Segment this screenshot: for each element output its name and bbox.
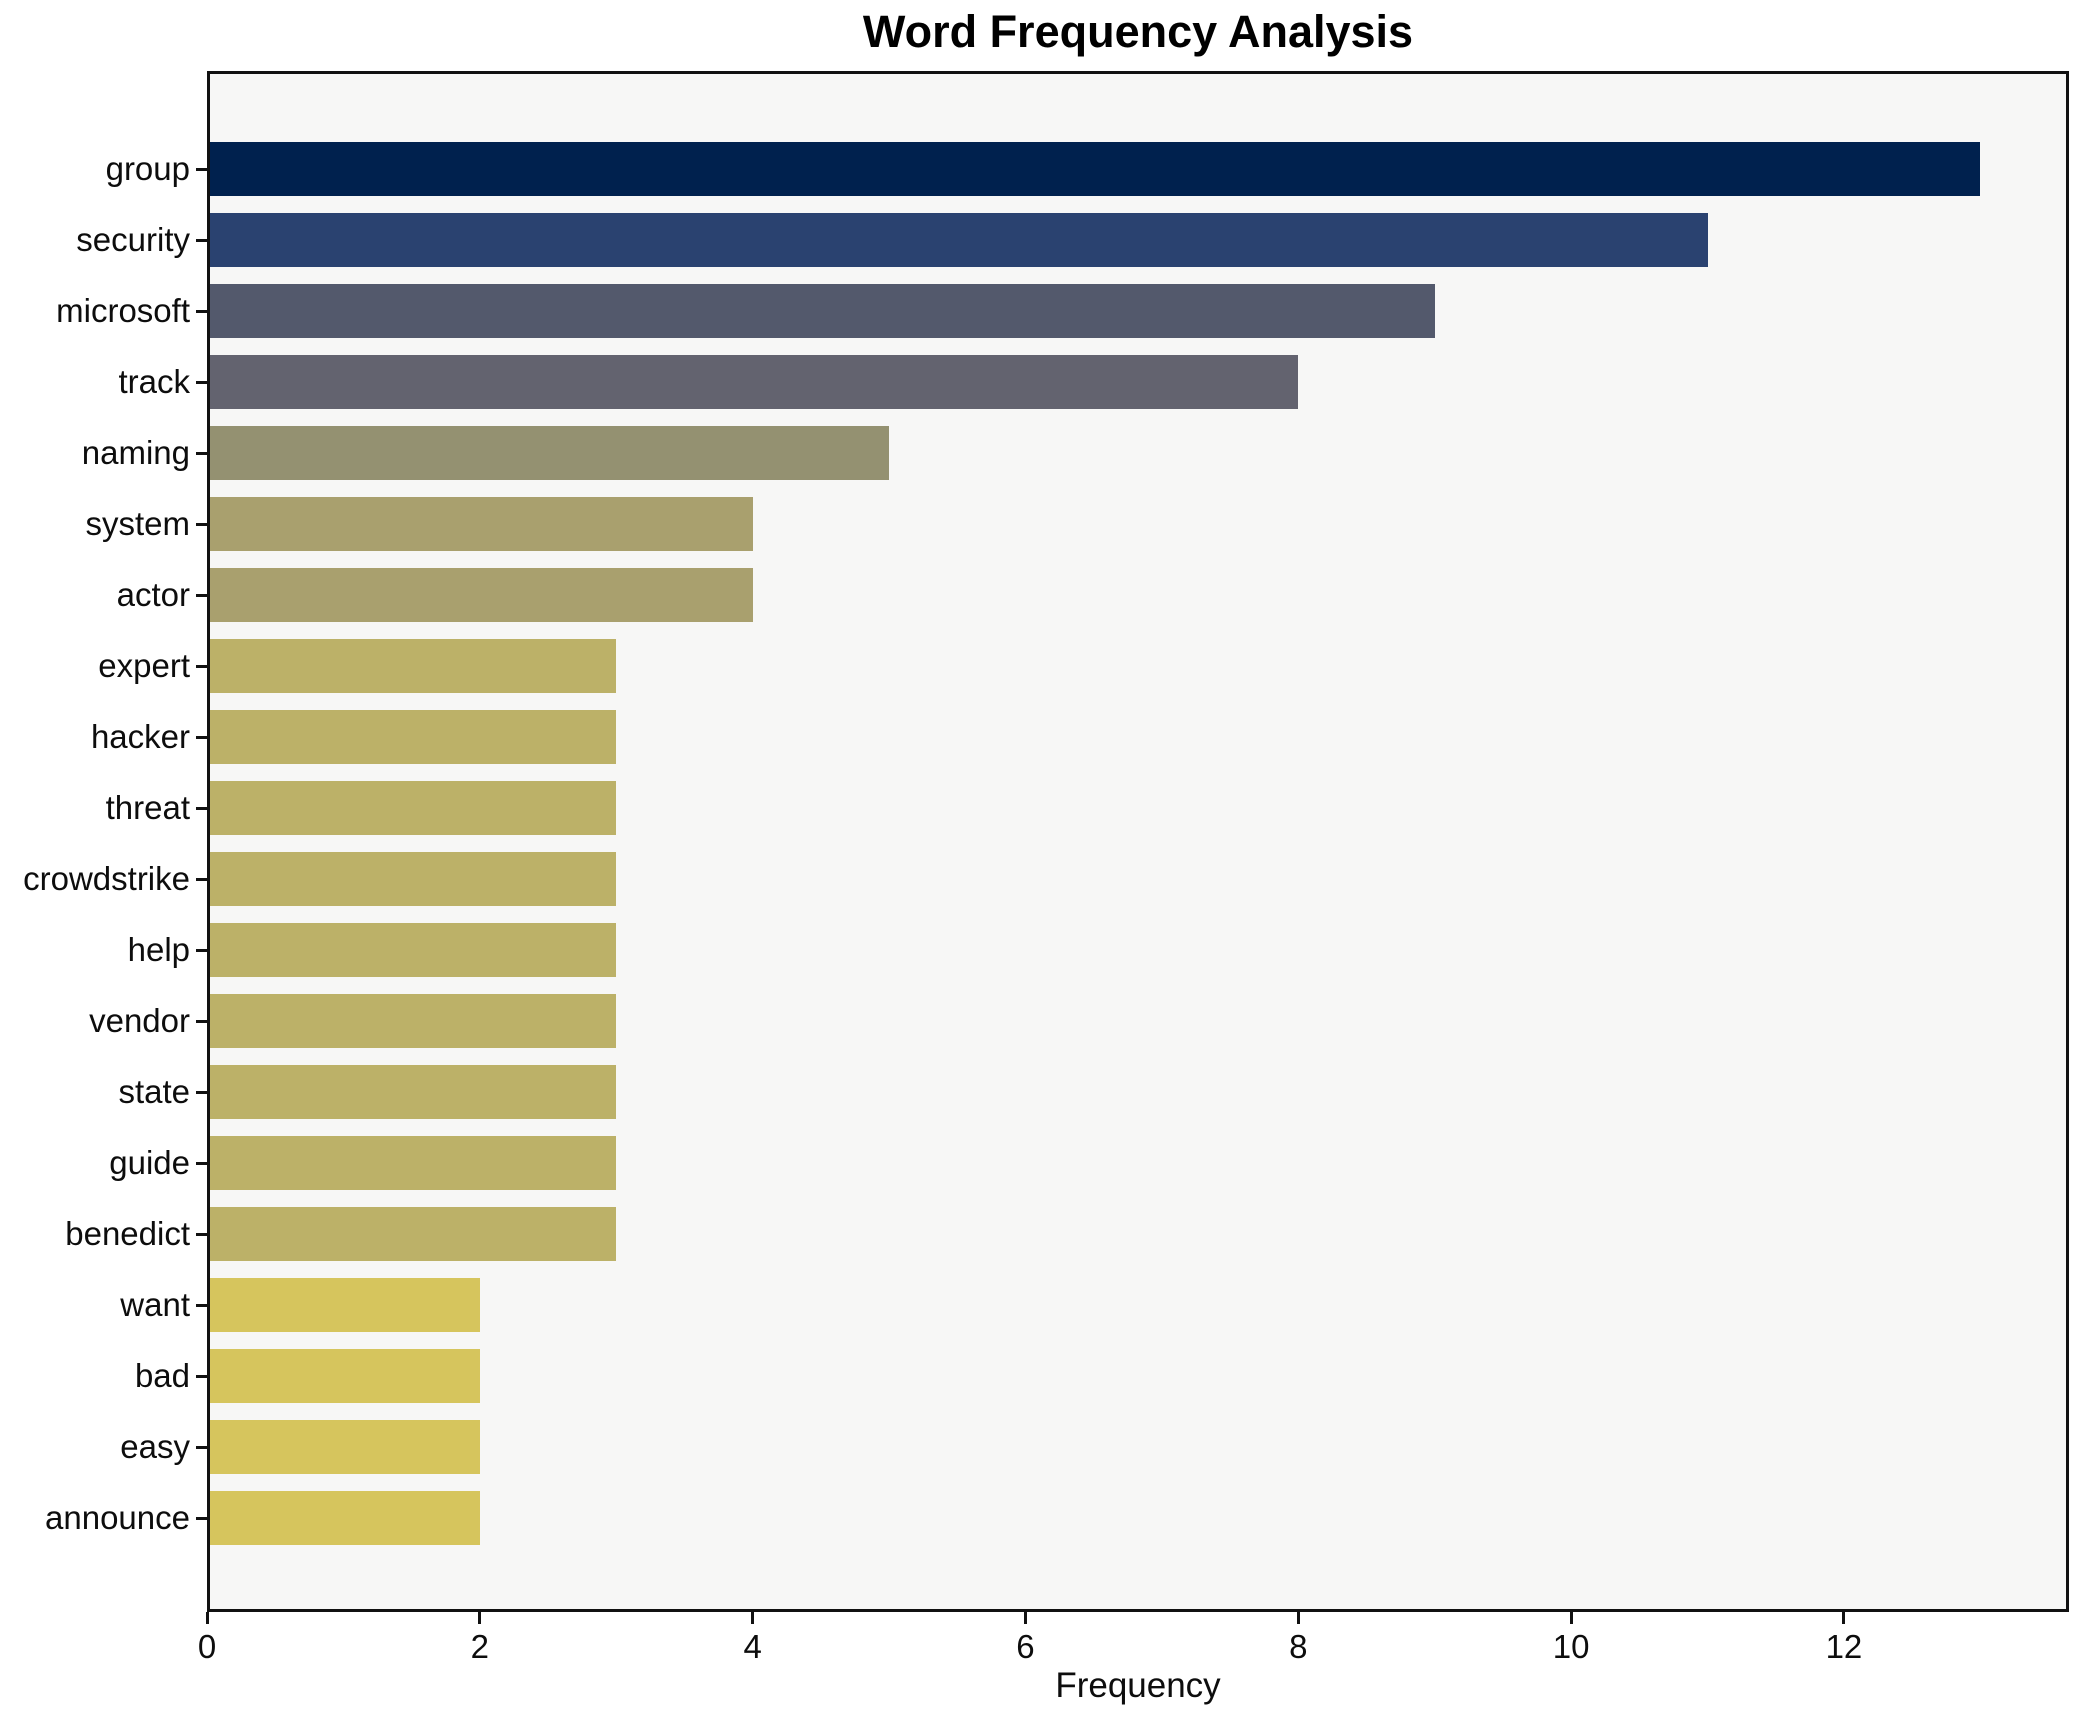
y-tick-label-actor: actor <box>116 576 190 613</box>
y-tick <box>196 1019 207 1023</box>
y-tick-label-state: state <box>118 1073 190 1110</box>
bar-bad <box>207 1349 480 1403</box>
y-tick <box>196 877 207 881</box>
x-tick <box>478 1612 482 1624</box>
y-tick <box>196 735 207 739</box>
bar-want <box>207 1278 480 1332</box>
x-tick <box>1569 1612 1573 1624</box>
y-tick-label-announce: announce <box>45 1499 190 1536</box>
y-tick <box>196 1516 207 1520</box>
y-tick-label-naming: naming <box>81 434 190 471</box>
y-tick <box>196 664 207 668</box>
bar-crowdstrike <box>207 852 617 906</box>
y-tick <box>196 1232 207 1236</box>
bar-security <box>207 213 1708 267</box>
x-tick <box>1842 1612 1846 1624</box>
bar-group <box>207 142 1981 196</box>
bar-threat <box>207 781 617 835</box>
y-tick-label-want: want <box>120 1286 190 1323</box>
x-tick-label: 4 <box>743 1628 762 1665</box>
x-tick <box>1296 1612 1300 1624</box>
x-tick <box>751 1612 755 1624</box>
y-tick <box>196 167 207 171</box>
bar-benedict <box>207 1207 617 1261</box>
y-tick-label-expert: expert <box>98 647 190 684</box>
y-tick-label-help: help <box>127 931 190 968</box>
y-tick-label-track: track <box>118 363 190 400</box>
y-tick-label-crowdstrike: crowdstrike <box>23 860 190 897</box>
bar-hacker <box>207 710 617 764</box>
bar-announce <box>207 1491 480 1545</box>
bar-guide <box>207 1136 617 1190</box>
y-tick <box>196 380 207 384</box>
y-tick-label-microsoft: microsoft <box>56 292 190 329</box>
y-tick-label-benedict: benedict <box>65 1215 190 1252</box>
y-tick <box>196 1445 207 1449</box>
bar-help <box>207 923 617 977</box>
x-tick <box>1023 1612 1027 1624</box>
bar-naming <box>207 426 890 480</box>
x-tick <box>205 1612 209 1624</box>
y-tick <box>196 522 207 526</box>
y-tick-label-threat: threat <box>105 789 190 826</box>
y-tick <box>196 238 207 242</box>
x-tick-label: 12 <box>1825 1628 1863 1665</box>
y-tick <box>196 451 207 455</box>
x-tick-label: 0 <box>197 1628 217 1665</box>
y-tick-label-easy: easy <box>120 1428 190 1465</box>
y-tick <box>196 948 207 952</box>
y-tick-label-system: system <box>85 505 190 542</box>
y-tick <box>196 1161 207 1165</box>
y-tick-label-group: group <box>105 150 190 187</box>
bar-system <box>207 497 753 551</box>
y-tick-label-hacker: hacker <box>90 718 190 755</box>
y-tick-label-bad: bad <box>134 1357 190 1394</box>
x-tick-label: 6 <box>1016 1628 1035 1665</box>
y-tick <box>196 1374 207 1378</box>
y-tick <box>196 309 207 313</box>
y-tick <box>196 806 207 810</box>
bar-track <box>207 355 1299 409</box>
y-tick <box>196 593 207 597</box>
x-axis-label: Frequency <box>1055 1666 1221 1705</box>
bar-state <box>207 1065 617 1119</box>
plot-area <box>207 71 2069 1612</box>
chart-title: Word Frequency Analysis <box>862 6 1414 57</box>
x-tick-label: 10 <box>1552 1628 1590 1665</box>
x-tick-label: 8 <box>1289 1628 1308 1665</box>
bar-vendor <box>207 994 617 1048</box>
x-tick-label: 2 <box>470 1628 489 1665</box>
y-tick-label-guide: guide <box>109 1144 190 1181</box>
bar-microsoft <box>207 284 1435 338</box>
y-tick-label-vendor: vendor <box>89 1002 190 1039</box>
y-tick <box>196 1303 207 1307</box>
y-tick <box>196 1090 207 1094</box>
bar-easy <box>207 1420 480 1474</box>
y-tick-label-security: security <box>76 221 190 258</box>
bar-expert <box>207 639 617 693</box>
bar-actor <box>207 568 753 622</box>
